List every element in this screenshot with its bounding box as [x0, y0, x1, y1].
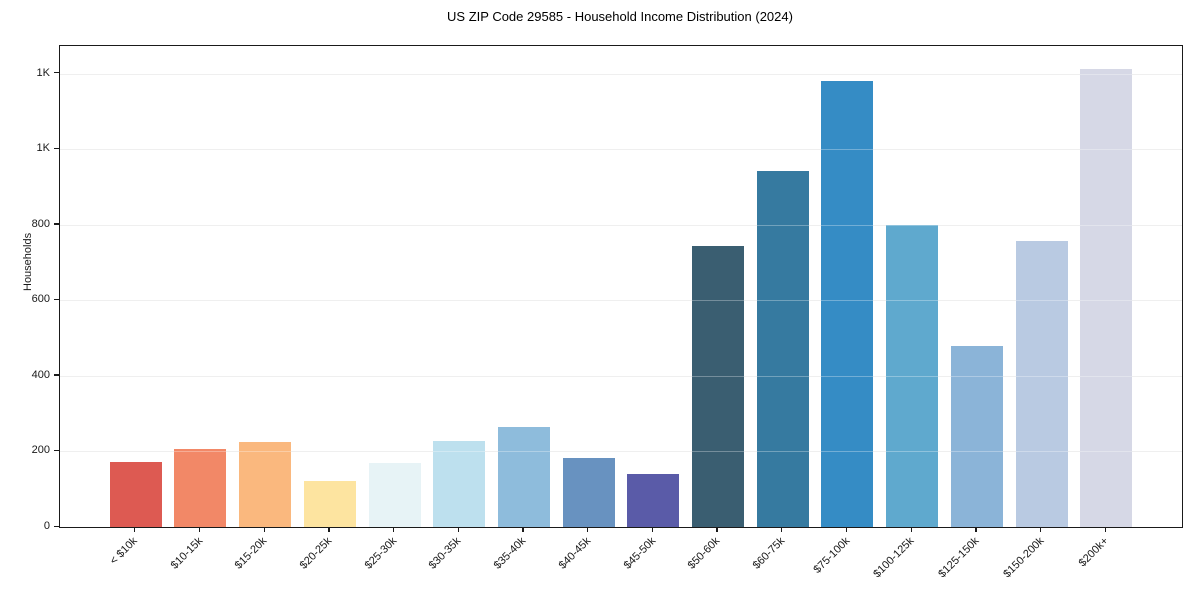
x-tick-label: $100-125k [871, 535, 917, 581]
y-tick-label: 200 [31, 444, 50, 457]
bar [562, 457, 615, 527]
x-tick-mark [1104, 527, 1106, 532]
x-tick-mark [263, 527, 265, 532]
gridline-overlay [60, 73, 1182, 75]
x-tick-label: $50-60k [685, 535, 723, 572]
plot-area [59, 45, 1183, 528]
gridline [60, 224, 1182, 226]
y-tick-label: 1K [36, 66, 50, 79]
bar [1080, 69, 1133, 527]
x-tick-label: $20-25k [297, 535, 335, 572]
bar [303, 480, 356, 527]
gridline [60, 149, 1182, 151]
x-tick-mark [716, 527, 718, 532]
x-tick-label: $10-15k [168, 535, 205, 572]
bar [433, 440, 486, 527]
x-tick-mark [198, 527, 201, 532]
x-tick-label: $75-100k [811, 535, 852, 576]
x-tick-label: $15-20k [232, 535, 270, 572]
x-tick-label: $35-40k [491, 535, 529, 572]
y-tick-mark [54, 223, 59, 225]
gridline [60, 451, 1182, 453]
gridline-overlay [60, 224, 1182, 226]
bar [886, 224, 939, 527]
bar [497, 426, 550, 527]
y-tick-label: 1K [36, 142, 50, 155]
x-tick-label: $60-75k [750, 535, 788, 572]
bar [627, 474, 680, 527]
chart-title: US ZIP Code 29585 - Household Income Dis… [447, 9, 793, 24]
x-tick-label: $40-45k [556, 535, 594, 572]
x-tick-mark [975, 527, 977, 532]
bar [692, 245, 745, 527]
x-tick-mark [910, 527, 912, 532]
x-tick-label: < $10k [108, 535, 141, 568]
x-tick-mark [328, 527, 330, 532]
y-axis-title: Households [22, 232, 35, 291]
gridline-overlay [60, 300, 1182, 302]
gridline-overlay [60, 375, 1182, 377]
x-tick-mark [392, 527, 395, 532]
y-tick-label: 600 [31, 293, 50, 306]
gridline [60, 300, 1182, 302]
x-tick-mark [781, 527, 783, 532]
gridline-overlay [60, 451, 1182, 453]
x-tick-label: $30-35k [427, 535, 464, 572]
x-tick-mark [845, 527, 848, 532]
x-tick-label: $45-50k [621, 535, 658, 572]
y-tick-label: 400 [31, 368, 50, 381]
x-tick-mark [522, 527, 524, 532]
x-tick-mark [1039, 527, 1042, 532]
y-tick-label: 0 [43, 520, 50, 532]
x-tick-mark [651, 527, 654, 532]
x-tick-label: $200k+ [1076, 535, 1111, 570]
bar [174, 448, 227, 527]
y-tick-mark [54, 72, 59, 74]
bar [1015, 240, 1068, 527]
bar [239, 441, 292, 527]
x-tick-label: $25-30k [362, 535, 400, 572]
y-tick-mark [54, 525, 59, 527]
x-tick-mark [457, 527, 459, 532]
bar [821, 81, 874, 527]
bar [950, 346, 1003, 527]
y-tick-mark [54, 298, 59, 301]
gridline [60, 375, 1182, 377]
bar [109, 462, 162, 527]
x-tick-mark [587, 527, 589, 532]
bar [368, 462, 421, 527]
x-tick-label: $125-150k [936, 535, 982, 581]
y-tick-mark [54, 449, 59, 452]
y-tick-mark [54, 374, 59, 376]
y-tick-label: 800 [31, 217, 50, 230]
bar [756, 171, 809, 527]
gridline [60, 73, 1182, 75]
x-tick-mark [134, 527, 136, 532]
gridline-overlay [60, 149, 1182, 151]
y-tick-mark [54, 147, 59, 149]
x-tick-label: $150-200k [1000, 535, 1047, 581]
